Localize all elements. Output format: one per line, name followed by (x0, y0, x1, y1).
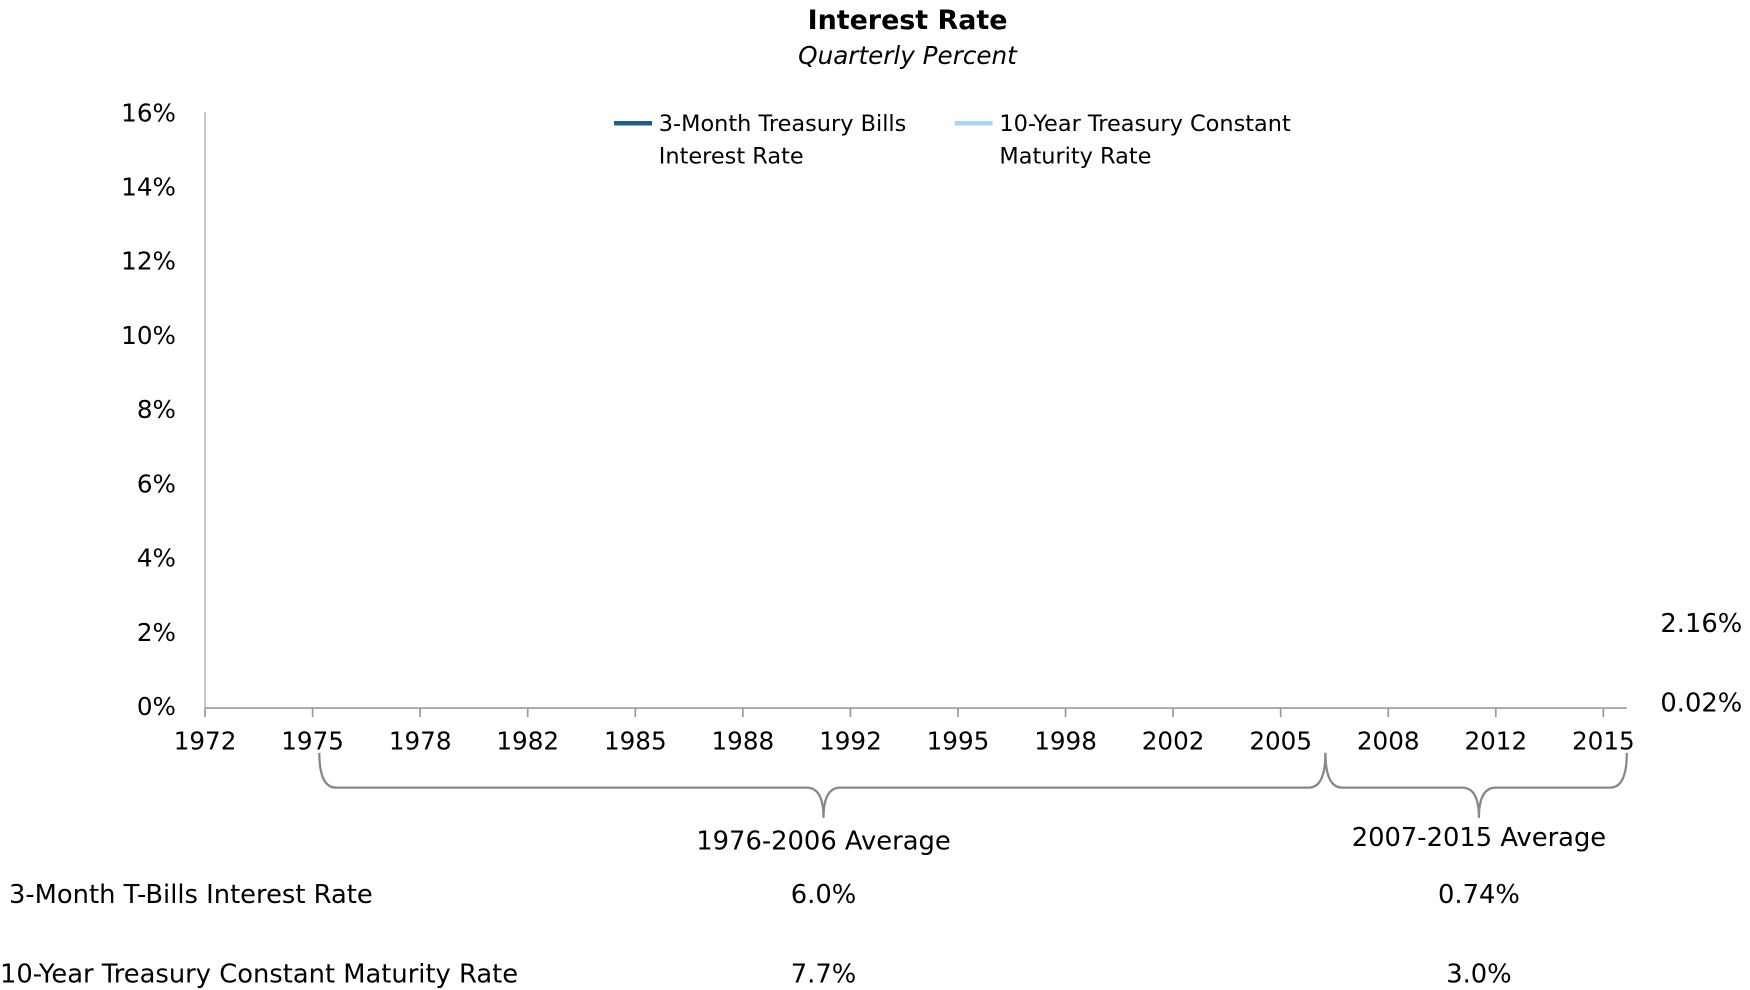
y-tick-label: 4% (137, 544, 176, 573)
row-label: 3-Month T-Bills Interest Rate (8, 880, 373, 910)
legend-item: 10-Year Treasury Constant Maturity Rate (954, 108, 1314, 173)
x-tick-label: 1985 (604, 727, 667, 756)
x-tick-label: 1982 (496, 727, 559, 756)
legend-swatch (954, 121, 993, 126)
x-tick-label: 1975 (281, 727, 344, 756)
x-tick-label: 2008 (1357, 727, 1420, 756)
table-header: 1976-2006 Average (696, 826, 951, 856)
y-tick-label: 16% (121, 98, 176, 127)
y-tick-label: 10% (121, 321, 176, 350)
x-tick-label: 1992 (819, 727, 882, 756)
chart-subtitle: Quarterly Percent (798, 42, 1017, 71)
x-tick-label: 2015 (1572, 727, 1635, 756)
table-cell: 3.0% (1446, 960, 1512, 990)
end-label: 0.02% (1660, 688, 1742, 718)
x-tick-label: 2012 (1464, 727, 1527, 756)
bracket (1324, 752, 1628, 818)
y-tick-label: 12% (121, 247, 176, 276)
legend-label: 3-Month Treasury Bills Interest Rate (658, 109, 907, 170)
x-tick-label: 2005 (1249, 727, 1312, 756)
y-tick-label: 8% (137, 395, 176, 424)
table-cell: 6.0% (790, 880, 857, 910)
x-tick-label: 1998 (1034, 727, 1097, 756)
bracket (318, 752, 1327, 818)
y-tick-label: 6% (137, 469, 176, 498)
x-tick-label: 1978 (389, 727, 452, 756)
x-tick-label: 1995 (927, 727, 990, 756)
table-cell: 0.74% (1437, 880, 1520, 910)
x-tick-label: 1988 (712, 727, 775, 756)
row-label: 10-Year Treasury Constant Maturity Rate (0, 960, 519, 990)
chart-title: Interest Rate (807, 4, 1008, 36)
y-tick-label: 2% (137, 618, 176, 647)
legend-item: 3-Month Treasury Bills Interest Rate (613, 108, 973, 173)
y-tick-label: 14% (121, 173, 176, 202)
legend-label: 10-Year Treasury Constant Maturity Rate (999, 109, 1291, 170)
table-header: 2007-2015 Average (1351, 823, 1607, 853)
x-tick-label: 2002 (1142, 727, 1205, 756)
table-cell: 7.7% (790, 960, 857, 990)
x-tick-label: 1972 (174, 727, 237, 756)
end-label: 2.16% (1660, 609, 1742, 639)
y-tick-label: 0% (137, 692, 176, 721)
legend-swatch (613, 121, 653, 126)
